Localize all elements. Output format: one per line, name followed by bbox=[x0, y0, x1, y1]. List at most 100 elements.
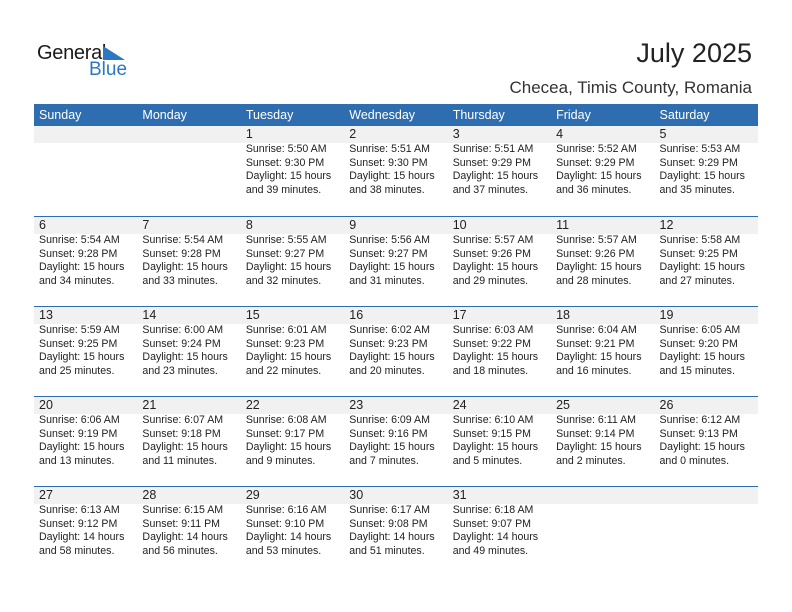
sunrise-text: Sunrise: 5:51 AM bbox=[349, 143, 430, 155]
day-number: 25 bbox=[556, 398, 571, 412]
daylight-minutes-text: and 49 minutes. bbox=[452, 544, 529, 557]
daylight-text: Daylight: 15 hours bbox=[452, 261, 539, 274]
daylight-text: Daylight: 15 hours bbox=[349, 351, 435, 364]
day-number: 21 bbox=[142, 398, 157, 412]
day-cell: 14 Sunrise: 6:00 AM Sunset: 9:24 PM Dayligh… bbox=[137, 307, 240, 378]
daylight-text: Daylight: 15 hours bbox=[452, 441, 539, 454]
daylight-text: Daylight: 15 hours bbox=[556, 170, 642, 183]
day-number: 22 bbox=[245, 398, 260, 412]
daylight-text: Daylight: 15 hours bbox=[659, 261, 745, 274]
week-cells: 1 Sunrise: 5:50 AM Sunset: 9:30 PM Daylight… bbox=[34, 126, 758, 197]
sunset-text: Sunset: 9:17 PM bbox=[245, 427, 325, 440]
day-number: 28 bbox=[142, 488, 157, 502]
day-cell: 31 Sunrise: 6:18 AM Sunset: 9:07 PM Dayligh… bbox=[448, 487, 551, 558]
day-number: 6 bbox=[39, 218, 46, 232]
daylight-text: Daylight: 15 hours bbox=[659, 441, 745, 454]
sunrise-text: Sunrise: 5:51 AM bbox=[452, 143, 534, 155]
daylight-minutes-text: and 53 minutes. bbox=[245, 544, 322, 557]
daylight-minutes-text: and 0 minutes. bbox=[659, 454, 730, 467]
day-number: 19 bbox=[659, 308, 674, 322]
daylight-text: Daylight: 15 hours bbox=[245, 441, 332, 454]
day-number: 16 bbox=[349, 308, 364, 322]
sunset-text: Sunset: 9:21 PM bbox=[556, 337, 635, 350]
sunrise-text: Sunrise: 5:54 AM bbox=[142, 234, 224, 246]
logo: General Blue bbox=[37, 42, 137, 82]
sunset-text: Sunset: 9:25 PM bbox=[39, 337, 118, 350]
sunrise-text: Sunrise: 6:00 AM bbox=[142, 324, 224, 336]
sunrise-text: Sunrise: 6:05 AM bbox=[659, 324, 741, 336]
sunrise-text: Sunrise: 6:12 AM bbox=[659, 414, 741, 426]
sunrise-text: Sunrise: 5:57 AM bbox=[452, 234, 534, 246]
day-number: 4 bbox=[556, 127, 564, 141]
daylight-text: Daylight: 15 hours bbox=[556, 351, 642, 364]
daylight-text: Daylight: 15 hours bbox=[142, 441, 228, 454]
daylight-minutes-text: and 33 minutes. bbox=[142, 274, 218, 287]
daylight-minutes-text: and 36 minutes. bbox=[556, 183, 632, 196]
daylight-minutes-text: and 23 minutes. bbox=[142, 364, 218, 377]
daylight-text: Daylight: 15 hours bbox=[556, 441, 642, 454]
empty-cell bbox=[551, 487, 654, 558]
sunset-text: Sunset: 9:30 PM bbox=[349, 156, 428, 169]
logo-text-blue: Blue bbox=[89, 59, 128, 80]
day-cell: 26 Sunrise: 6:12 AM Sunset: 9:13 PM Dayligh… bbox=[655, 397, 758, 468]
sunset-text: Sunset: 9:15 PM bbox=[452, 427, 532, 440]
day-number: 30 bbox=[349, 488, 364, 502]
day-cell: 16 Sunrise: 6:02 AM Sunset: 9:23 PM Dayligh… bbox=[344, 307, 447, 378]
day-cell: 12 Sunrise: 5:58 AM Sunset: 9:25 PM Dayligh… bbox=[655, 217, 758, 288]
day-cell: 18 Sunrise: 6:04 AM Sunset: 9:21 PM Dayligh… bbox=[551, 307, 654, 378]
location-subtitle: Checea, Timis County, Romania bbox=[509, 78, 752, 97]
empty-cell bbox=[655, 487, 758, 558]
sunset-text: Sunset: 9:07 PM bbox=[452, 517, 532, 530]
sunset-text: Sunset: 9:16 PM bbox=[349, 427, 428, 440]
day-number: 24 bbox=[452, 398, 467, 412]
day-number: 18 bbox=[556, 308, 571, 322]
logo-triangle-icon bbox=[103, 46, 125, 60]
day-number: 23 bbox=[349, 398, 364, 412]
sunset-text: Sunset: 9:12 PM bbox=[39, 517, 118, 530]
day-number: 17 bbox=[452, 308, 467, 322]
sunset-text: Sunset: 9:30 PM bbox=[245, 156, 325, 169]
sunrise-text: Sunrise: 6:16 AM bbox=[245, 504, 327, 516]
sunrise-text: Sunrise: 6:10 AM bbox=[452, 414, 534, 426]
sunset-text: Sunset: 9:28 PM bbox=[142, 247, 221, 260]
daylight-minutes-text: and 32 minutes. bbox=[245, 274, 322, 287]
sunset-text: Sunset: 9:10 PM bbox=[245, 517, 325, 530]
daylight-minutes-text: and 13 minutes. bbox=[39, 454, 115, 467]
date-band bbox=[34, 126, 758, 143]
weekday-wednesday: Wednesday bbox=[349, 108, 416, 122]
weekday-tuesday: Tuesday bbox=[245, 108, 294, 122]
date-band bbox=[34, 397, 758, 414]
daylight-text: Daylight: 15 hours bbox=[659, 170, 745, 183]
day-cell: 27 Sunrise: 6:13 AM Sunset: 9:12 PM Dayligh… bbox=[34, 487, 137, 558]
daylight-text: Daylight: 15 hours bbox=[659, 351, 745, 364]
day-cell: 29 Sunrise: 6:16 AM Sunset: 9:10 PM Dayligh… bbox=[241, 487, 344, 558]
daylight-text: Daylight: 15 hours bbox=[142, 351, 228, 364]
day-cell: 6 Sunrise: 5:54 AM Sunset: 9:28 PM Daylight… bbox=[34, 217, 137, 288]
date-band bbox=[34, 487, 758, 504]
daylight-minutes-text: and 37 minutes. bbox=[452, 183, 529, 196]
sunset-text: Sunset: 9:24 PM bbox=[142, 337, 221, 350]
sunset-text: Sunset: 9:29 PM bbox=[659, 156, 738, 169]
day-number: 12 bbox=[659, 218, 674, 232]
sunset-text: Sunset: 9:27 PM bbox=[349, 247, 428, 260]
day-number: 15 bbox=[245, 308, 260, 322]
daylight-minutes-text: and 58 minutes. bbox=[39, 544, 115, 557]
weekday-header: Sunday Monday Tuesday Wednesday Thursday Frid… bbox=[34, 104, 758, 126]
day-number: 2 bbox=[349, 127, 357, 141]
week-cells: 13 Sunrise: 5:59 AM Sunset: 9:25 PM Dayligh… bbox=[34, 307, 758, 378]
day-cell: 17 Sunrise: 6:03 AM Sunset: 9:22 PM Dayligh… bbox=[448, 307, 551, 378]
week-cells: 20 Sunrise: 6:06 AM Sunset: 9:19 PM Dayligh… bbox=[34, 397, 758, 468]
day-cell: 4 Sunrise: 5:52 AM Sunset: 9:29 PM Daylight… bbox=[551, 126, 654, 197]
sunrise-text: Sunrise: 6:06 AM bbox=[39, 414, 120, 426]
day-number: 27 bbox=[39, 488, 53, 502]
weekday-saturday: Saturday bbox=[659, 108, 710, 122]
day-cell: 21 Sunrise: 6:07 AM Sunset: 9:18 PM Dayligh… bbox=[137, 397, 240, 468]
daylight-minutes-text: and 34 minutes. bbox=[39, 274, 115, 287]
day-number: 3 bbox=[452, 127, 460, 141]
day-number: 10 bbox=[452, 218, 467, 232]
day-number: 9 bbox=[349, 218, 357, 232]
daylight-text: Daylight: 15 hours bbox=[349, 441, 435, 454]
sunrise-text: Sunrise: 5:50 AM bbox=[245, 143, 327, 155]
sunrise-text: Sunrise: 6:18 AM bbox=[452, 504, 534, 516]
day-number: 1 bbox=[245, 127, 253, 141]
